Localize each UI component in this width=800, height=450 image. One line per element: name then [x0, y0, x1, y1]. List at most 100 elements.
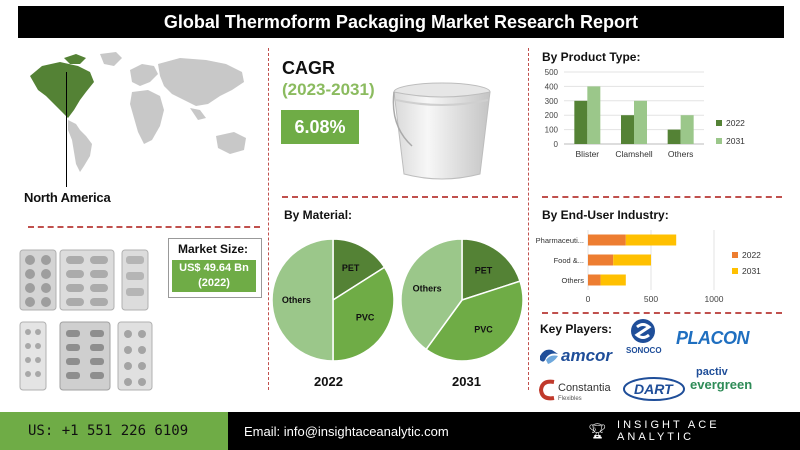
- bar-category-label: Others: [668, 149, 694, 159]
- pie-year-2022: 2022: [314, 374, 343, 389]
- divider-vertical-1: [268, 48, 269, 390]
- pie-slice: [272, 238, 334, 362]
- bar-ytick-label: 200: [545, 111, 559, 120]
- hbar-category-label: Pharmaceuti...: [536, 236, 584, 245]
- pie-year-2031: 2031: [452, 374, 481, 389]
- footer-email: Email: info@insightaceanalytic.com: [228, 412, 568, 450]
- pie-slice-label: PET: [475, 265, 493, 275]
- pie-slice: [332, 238, 386, 302]
- hbar-mark: [588, 234, 626, 246]
- divider-product: [542, 196, 782, 198]
- market-size-value: US$ 49.64 Bn (2022): [172, 260, 256, 292]
- footer-phone: US: +1 551 226 6109: [0, 412, 228, 450]
- divider-vertical-2: [528, 48, 529, 390]
- dart-logo-icon: [623, 377, 685, 401]
- market-size-frame: [168, 238, 262, 298]
- enduser-bar-chart: 0 500 1000 Pharmaceuti... Food &... Others 202…: [536, 230, 761, 304]
- hbar-xtick-label: 500: [644, 294, 658, 304]
- logo-sonoco: SONOCO: [626, 346, 662, 355]
- product-heading: By Product Type:: [542, 50, 641, 64]
- page-title-text: Global Thermoform Packaging Market Resea…: [163, 11, 639, 32]
- bar-legend-label: 2022: [726, 118, 745, 128]
- hbar-mark: [613, 254, 651, 266]
- pie-slice-label: Others: [413, 284, 442, 294]
- divider-cagr: [282, 196, 518, 198]
- bar-ytick-label: 400: [545, 82, 559, 91]
- hbar-category-label: Food &...: [554, 256, 584, 265]
- cagr-title: CAGR: [282, 58, 335, 78]
- pie-slice-label: PET: [342, 263, 360, 273]
- hbar-xtick-label: 0: [586, 294, 591, 304]
- hbar-legend-label: 2022: [742, 250, 761, 260]
- brand-logo-icon: 🏆︎: [588, 423, 608, 440]
- logo-constantia: Constantia: [558, 382, 611, 394]
- pie-slice-label: PVC: [474, 325, 493, 335]
- logo-placon: PLACON: [676, 328, 750, 348]
- hbar-legend-label: 2031: [742, 266, 761, 276]
- bar-category-label: Blister: [576, 149, 600, 159]
- footer-brand-name: INSIGHT ACE ANALYTIC: [617, 419, 720, 443]
- hbar-category-label: Others: [561, 276, 584, 285]
- world-map: [20, 48, 260, 178]
- bucket-icon: [392, 82, 491, 180]
- logo-pactiv: pactiv: [696, 366, 728, 378]
- bar-legend-swatch: [716, 120, 722, 126]
- market-size-year: (2022): [198, 277, 230, 289]
- amcor-logo-icon: [540, 349, 558, 364]
- hbar-mark: [625, 234, 677, 246]
- page-title: Global Thermoform Packaging Market Resea…: [18, 6, 784, 38]
- pie-slice: [461, 238, 521, 302]
- bar-mark: [621, 115, 634, 144]
- pie-slice-label: PVC: [356, 313, 375, 323]
- blister-pack-icon: [19, 249, 153, 391]
- pie-slice: [332, 266, 395, 362]
- bar-ytick-label: 0: [554, 140, 559, 149]
- world-map-icon: [30, 52, 246, 172]
- packaging-bucket-image: [382, 76, 502, 186]
- region-pointer: [66, 72, 67, 187]
- logo-evergreen: evergreen: [690, 377, 753, 392]
- logo-amcor: amcor: [561, 346, 613, 365]
- logo-dart: DART: [634, 381, 673, 397]
- hbar-xtick-label: 1000: [705, 294, 724, 304]
- bar-mark: [574, 100, 588, 144]
- enduser-heading: By End-User Industry:: [542, 208, 669, 222]
- cagr-years: (2023-2031): [282, 80, 375, 99]
- hbar-mark: [588, 254, 614, 266]
- bar-legend-swatch: [716, 138, 722, 144]
- bar-ytick-label: 300: [545, 97, 559, 106]
- hbar-legend-swatch: [732, 268, 738, 274]
- product-bar-chart: 0 100 200 300 400 500 Blister Clamshell Others 20…: [545, 68, 746, 159]
- market-size-label: Market Size:: [178, 242, 249, 256]
- logo-constantia-sub: Flexibles: [558, 396, 582, 402]
- hbar-mark: [588, 274, 601, 286]
- material-pie-charts: PET PVC Others PET PVC Others: [272, 238, 524, 362]
- cagr-value: 6.08%: [294, 116, 346, 137]
- market-size-amount: US$ 49.64 Bn: [179, 262, 249, 274]
- key-players-heading: Key Players:: [540, 322, 613, 336]
- bar-category-label: Clamshell: [615, 149, 652, 159]
- bar-mark: [634, 100, 647, 144]
- sonoco-logo-icon: [631, 319, 655, 343]
- constantia-logo-icon: [538, 379, 555, 401]
- pie-slice-label: Others: [282, 295, 311, 305]
- bar-ytick-label: 500: [545, 68, 559, 77]
- pie-slice: [400, 238, 463, 351]
- footer: US: +1 551 226 6109 Email: info@insighta…: [0, 412, 800, 450]
- bar-mark: [667, 129, 681, 144]
- hbar-legend-swatch: [732, 252, 738, 258]
- bar-legend-label: 2031: [726, 136, 745, 146]
- region-label: North America: [24, 190, 111, 205]
- divider-enduser: [542, 312, 782, 314]
- bar-mark: [680, 115, 694, 144]
- pie-slice: [425, 280, 524, 362]
- bar-ytick-label: 100: [545, 126, 559, 135]
- cagr-value-badge: 6.08%: [281, 110, 359, 144]
- divider-region: [28, 226, 260, 228]
- footer-brand: 🏆︎ INSIGHT ACE ANALYTIC: [568, 412, 800, 450]
- material-heading: By Material:: [284, 208, 353, 222]
- blister-pack-image: [18, 246, 158, 394]
- hbar-mark: [600, 274, 626, 286]
- bar-mark: [587, 86, 601, 144]
